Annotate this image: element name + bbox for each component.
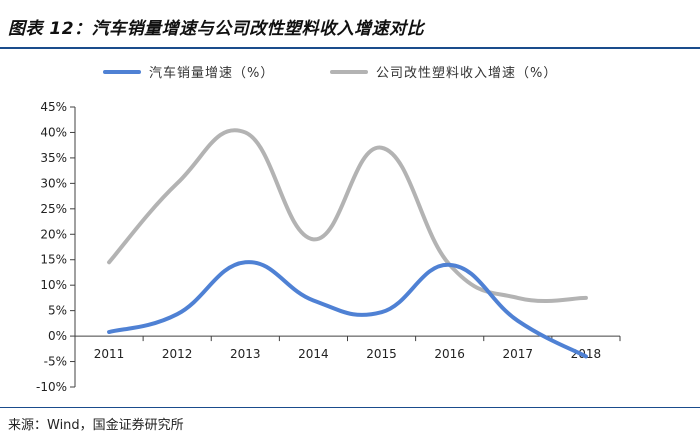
y-tick-label: 35%	[40, 151, 67, 165]
legend-label-auto-sales: 汽车销量增速（%）	[149, 66, 275, 81]
x-tick-label: 2012	[162, 347, 193, 361]
x-tick-label: 2011	[94, 347, 125, 361]
title-underline	[0, 47, 700, 49]
x-tick-label: 2013	[230, 347, 261, 361]
y-tick-label: 0%	[48, 329, 67, 343]
y-tick-label: 10%	[40, 278, 67, 292]
y-tick-label: 20%	[40, 227, 67, 241]
x-tick-label: 2015	[366, 347, 397, 361]
footer-divider	[0, 407, 700, 408]
y-tick-label: 5%	[48, 304, 67, 318]
x-tick-label: 2016	[434, 347, 465, 361]
chart-legend: 汽车销量增速（%） 公司改性塑料收入增速（%）	[0, 62, 700, 86]
series-line-auto-sales	[107, 260, 588, 359]
y-tick-label: 45%	[40, 100, 67, 114]
source-note: 来源：Wind，国金证券研究所	[8, 418, 184, 433]
legend-item-auto-sales: 汽车销量增速（%）	[103, 62, 274, 81]
y-tick-label: -10%	[36, 380, 67, 394]
legend-swatch-auto-sales	[103, 69, 141, 74]
y-tick-label: 40%	[40, 125, 67, 139]
y-tick-label: 25%	[40, 202, 67, 216]
x-tick-label: 2014	[298, 347, 329, 361]
y-tick-label: 30%	[40, 176, 67, 190]
series-line-plastic-revenue	[107, 128, 588, 303]
legend-swatch-plastic-revenue	[330, 69, 368, 74]
legend-item-plastic-revenue: 公司改性塑料收入增速（%）	[330, 62, 557, 81]
y-tick-label: 15%	[40, 253, 67, 267]
line-chart: -10% -5% 0% 5% 10% 15% 20% 25% 30% 35% 40% 45% 2011 2…	[36, 100, 621, 394]
x-tick-label: 2017	[503, 347, 534, 361]
legend-label-plastic-revenue: 公司改性塑料收入增速（%）	[376, 66, 558, 81]
y-tick-label: -5%	[44, 355, 67, 369]
figure-title: 图表 12：汽车销量增速与公司改性塑料收入增速对比	[8, 19, 425, 39]
